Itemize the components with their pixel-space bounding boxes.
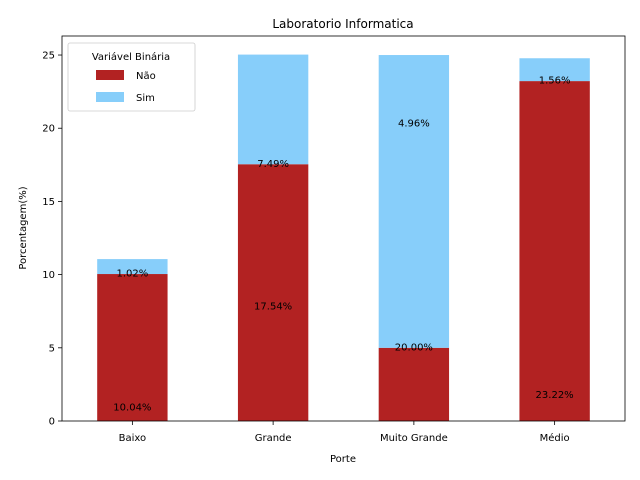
bar-label-0-3: 23.22% [536,390,574,401]
bar-1-0 [97,259,168,275]
y-tick-label-3: 15 [42,197,55,208]
legend-title: Variável Binária [92,51,170,63]
bar-0-1 [237,164,309,421]
bars-layer [97,54,590,421]
y-tick-label-5: 25 [42,51,55,62]
bar-label-1-0: 1.02% [116,269,148,280]
y-axis: 0 5 10 15 20 25 [42,51,62,428]
legend-label-1: Sim [136,93,155,104]
bar-label-0-2: 20.00% [395,342,433,353]
x-tick-label-3: Médio [540,432,570,444]
legend-swatch-1 [96,92,124,102]
legend: Variável Binária Não Sim [67,42,196,112]
bar-label-1-3: 1.56% [539,76,571,87]
bar-0-2 [378,347,450,421]
bar-label-0-0: 10.04% [113,402,151,413]
legend-label-0: Não [136,71,156,82]
bar-label-1-1: 7.49% [257,159,289,170]
x-axis: Baixo Grande Muito Grande Médio [119,421,570,444]
bar-1-2 [378,55,450,348]
x-tick-label-2: Muito Grande [380,433,448,444]
bar-0-3 [519,81,590,421]
plot-frame [61,35,626,422]
legend-swatch-0 [96,70,124,80]
y-axis-label: Porcentagem(%) [18,186,29,269]
bar-1-1 [237,54,309,165]
bar-1-3 [519,58,590,82]
legend-items: Não Sim [96,70,156,104]
chart-title: Laboratorio Informatica [272,17,413,31]
bar-0-0 [97,274,168,421]
y-tick-label-1: 5 [49,343,55,354]
bar-label-1-2: 4.96% [398,118,430,129]
y-tick-label-0: 0 [49,417,55,428]
y-tick-label-2: 10 [42,270,55,281]
x-tick-label-1: Grande [255,433,292,444]
bar-label-0-1: 17.54% [254,301,292,312]
y-tick-label-4: 20 [42,124,55,135]
x-axis-label: Porte [330,454,356,465]
x-tick-label-0: Baixo [119,433,147,444]
bar-labels-layer: 10.04% 17.54% 20.00% 23.22% 1.02% 7.49% 4.96% 1… [113,76,573,414]
